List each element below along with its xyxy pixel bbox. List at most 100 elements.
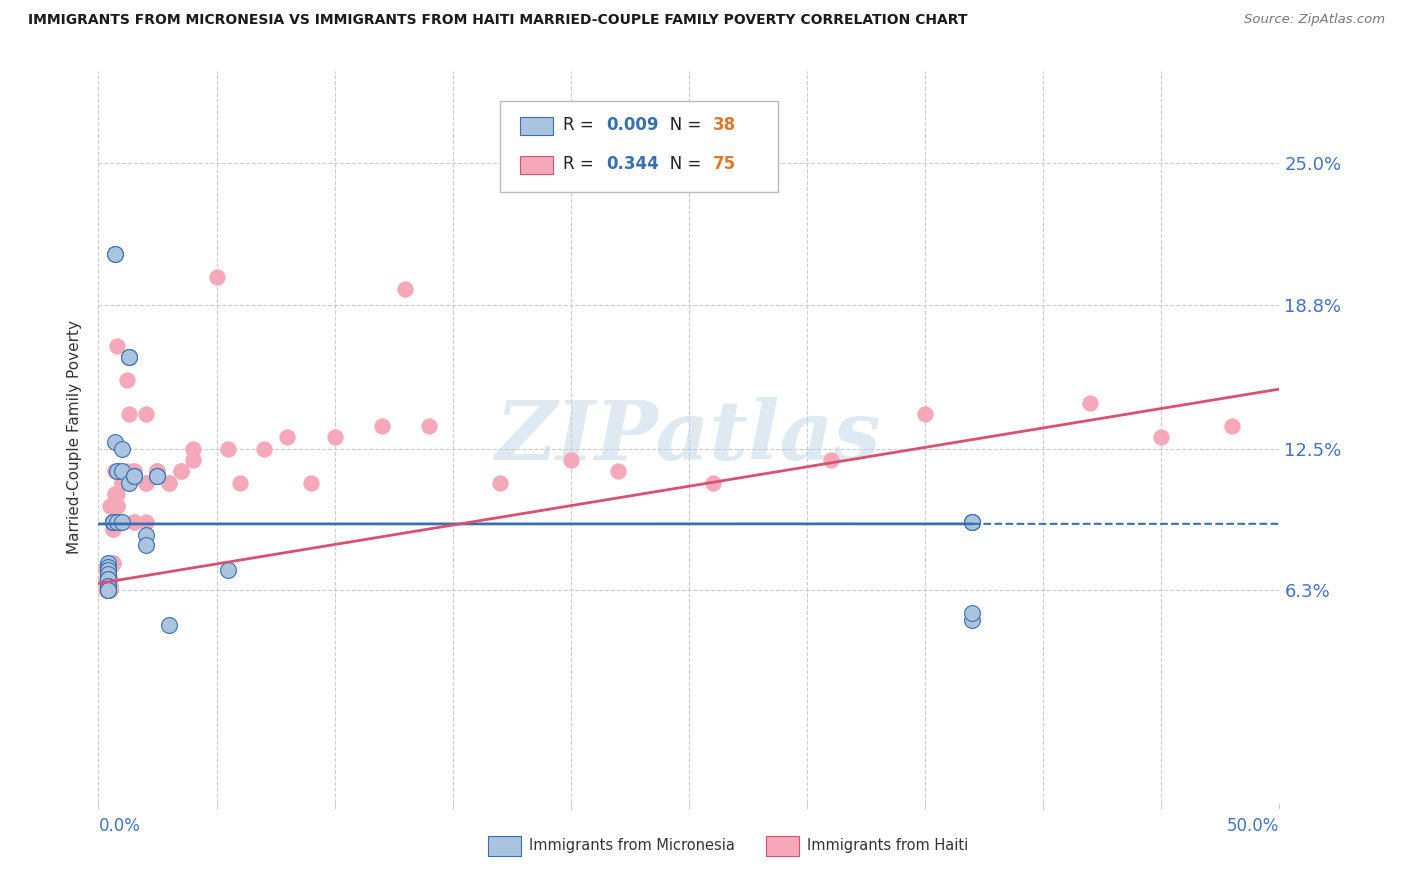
Point [104,247,127,261]
Point [118,350,141,364]
Point [118,475,141,490]
Point [97,579,120,593]
Point [394,281,416,295]
Point [253,442,276,456]
Point [97,572,120,586]
Text: 75: 75 [713,155,735,173]
Point [104,487,127,501]
Point [205,270,228,285]
Point [101,515,124,529]
Point [111,442,134,456]
Point [97,560,120,574]
Point [94,583,117,598]
Point [914,407,936,421]
Text: R =: R = [562,116,599,134]
Point [101,556,124,570]
Point [122,469,145,483]
Point [115,464,138,478]
Point [98,560,121,574]
Text: R =: R = [562,155,599,173]
Point [118,350,141,364]
Text: 0.009: 0.009 [606,116,659,134]
Point [98,579,121,593]
Point [101,515,124,529]
Point [94,572,117,586]
Point [97,563,120,577]
Text: Immigrants from Micronesia: Immigrants from Micronesia [530,838,735,854]
Text: Source: ZipAtlas.com: Source: ZipAtlas.com [1244,13,1385,27]
Point [157,475,180,490]
Point [98,583,121,598]
Point [135,475,157,490]
Point [1080,396,1102,410]
Point [418,418,440,433]
Point [820,453,842,467]
Point [962,606,984,620]
Point [104,247,127,261]
Point [101,556,124,570]
Point [105,499,128,513]
Point [299,475,322,490]
Point [146,469,169,483]
FancyBboxPatch shape [488,836,522,856]
Point [135,407,157,421]
Point [122,469,145,483]
Point [97,560,120,574]
Point [94,560,117,574]
Point [170,464,193,478]
Point [101,521,124,535]
Point [135,475,157,490]
Point [108,515,131,529]
Point [111,515,134,529]
Point [104,464,127,478]
Y-axis label: Married-Couple Family Poverty: Married-Couple Family Poverty [67,320,83,554]
Point [104,434,127,449]
Text: N =: N = [654,155,706,173]
Point [146,464,169,478]
Point [170,464,193,478]
Point [105,338,128,352]
Point [122,515,145,529]
Point [962,515,984,529]
Point [135,537,157,551]
Point [97,556,120,570]
Point [111,475,134,490]
Point [489,475,512,490]
FancyBboxPatch shape [501,101,778,192]
Point [146,464,169,478]
Point [97,583,120,598]
Point [98,583,121,598]
Point [97,583,120,598]
Point [118,475,141,490]
Point [94,563,117,577]
Point [97,567,120,582]
Point [97,579,120,593]
Point [105,499,128,513]
Point [101,515,124,529]
Point [1150,430,1173,444]
Point [104,464,127,478]
Point [111,515,134,529]
Text: N =: N = [654,116,706,134]
Point [371,418,394,433]
Point [105,487,128,501]
Point [104,487,127,501]
Point [181,453,204,467]
Point [962,613,984,627]
Point [122,464,145,478]
Text: IMMIGRANTS FROM MICRONESIA VS IMMIGRANTS FROM HAITI MARRIED-COUPLE FAMILY POVERT: IMMIGRANTS FROM MICRONESIA VS IMMIGRANTS… [28,13,967,28]
Point [94,579,117,593]
Point [146,464,169,478]
Point [323,430,346,444]
Text: 38: 38 [713,116,735,134]
Point [157,475,180,490]
Point [157,617,180,632]
Point [122,515,145,529]
Point [115,373,138,387]
FancyBboxPatch shape [520,156,553,175]
Point [146,469,169,483]
Point [702,475,724,490]
Text: ZIPatlas: ZIPatlas [496,397,882,477]
Point [217,442,239,456]
Point [98,499,121,513]
